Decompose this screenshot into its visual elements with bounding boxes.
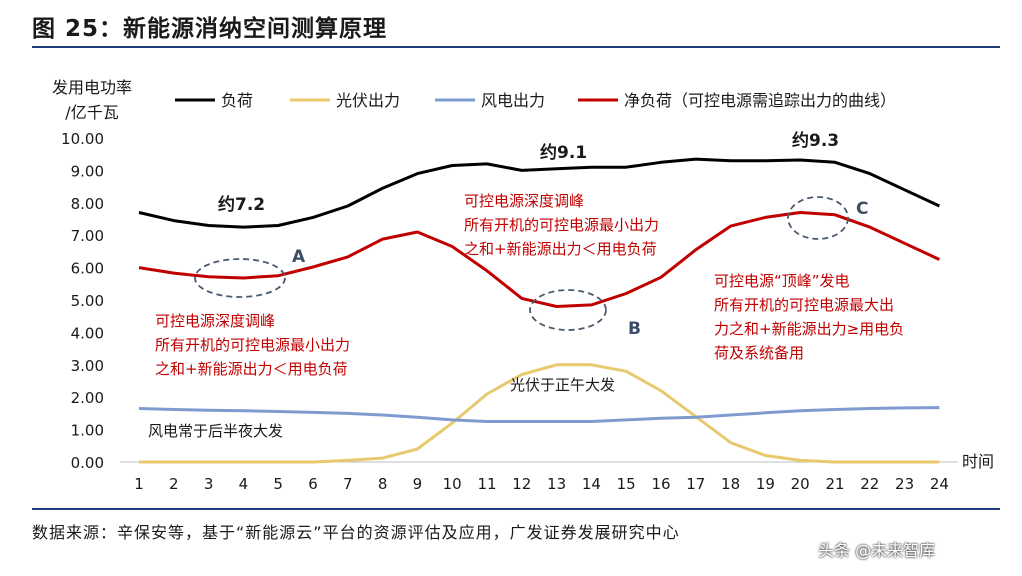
x-tick-label: 16 xyxy=(651,475,670,493)
y-tick-label: 6.00 xyxy=(71,260,104,278)
y-tick-label: 7.00 xyxy=(71,227,104,245)
x-tick-label: 7 xyxy=(343,475,353,493)
wind-line xyxy=(138,406,940,423)
approx-label-a: 约7.2 xyxy=(218,194,265,215)
y-tick-label: 4.00 xyxy=(71,324,104,342)
x-tick-label: 18 xyxy=(721,475,740,493)
note-right-line4: 荷及系统备用 xyxy=(714,344,804,362)
note-mid-line1: 可控电源深度调峰 xyxy=(464,192,584,210)
series-layer xyxy=(138,157,941,464)
x-tick-label: 10 xyxy=(443,475,462,493)
approx-label-b: 约9.1 xyxy=(540,142,587,163)
note-mid: 可控电源深度调峰 所有开机的可控电源最小出力 之和+新能源出力＜用电负荷 xyxy=(464,192,659,258)
approx-label-c: 约9.3 xyxy=(792,130,839,151)
title-divider xyxy=(32,46,1000,48)
note-left-line1: 可控电源深度调峰 xyxy=(155,312,275,330)
x-tick-label: 20 xyxy=(791,475,810,493)
x-axis-label: 时间 xyxy=(962,452,994,471)
note-right: 可控电源“顶峰”发电 所有开机的可控电源最大出 力之和+新能源出力≥用电负 荷及… xyxy=(714,272,904,362)
x-tick-label: 15 xyxy=(617,475,636,493)
region-b-ellipse xyxy=(529,289,607,331)
x-tick-label: 22 xyxy=(860,475,879,493)
x-tick-label: 12 xyxy=(512,475,531,493)
x-tick-label: 4 xyxy=(239,475,249,493)
x-tick-label: 11 xyxy=(477,475,496,493)
region-c-label: C xyxy=(856,199,868,219)
region-a-ellipse xyxy=(194,258,286,298)
region-b-label: B xyxy=(628,319,641,339)
source-note: 数据来源：辛保安等，基于“新能源云”平台的资源评估及应用，广发证券发展研究中心 xyxy=(32,523,680,542)
legend-label-load: 负荷 xyxy=(221,91,253,110)
y-tick-label: 8.00 xyxy=(71,195,104,213)
region-a-label: A xyxy=(292,247,306,267)
y-axis-label-line1: 发用电功率 xyxy=(52,78,132,97)
note-left: 可控电源深度调峰 所有开机的可控电源最小出力 之和+新能源出力＜用电负荷 xyxy=(155,312,350,378)
y-tick-label: 0.00 xyxy=(71,454,104,472)
x-tick-label: 13 xyxy=(547,475,566,493)
x-tick-label: 14 xyxy=(582,475,601,493)
x-tick-label: 23 xyxy=(895,475,914,493)
x-tick-label: 5 xyxy=(273,475,283,493)
y-axis: 0.00 1.00 2.00 3.00 4.00 5.00 6.00 7.00 8.00 9.00… xyxy=(61,130,104,472)
x-tick-label: 9 xyxy=(413,475,423,493)
note-right-line1: 可控电源“顶峰”发电 xyxy=(714,272,850,290)
chart: 发用电功率 /亿千瓦 负荷 光伏出力 风电出力 净负荷（可控电源需追踪出力的曲线… xyxy=(52,78,994,493)
figure-title: 图 25：新能源消纳空间测算原理 xyxy=(32,16,388,42)
x-tick-label: 6 xyxy=(308,475,318,493)
note-right-line2: 所有开机的可控电源最大出 xyxy=(714,296,894,314)
note-left-line3: 之和+新能源出力＜用电负荷 xyxy=(155,360,348,378)
note-mid-line2: 所有开机的可控电源最小出力 xyxy=(464,216,659,234)
x-tick-label: 2 xyxy=(169,475,179,493)
load-line xyxy=(138,157,941,229)
legend-label-net-load: 净负荷（可控电源需追踪出力的曲线） xyxy=(624,91,896,110)
pv-line xyxy=(139,363,940,464)
legend-label-wind: 风电出力 xyxy=(481,91,545,110)
note-wind: 风电常于后半夜大发 xyxy=(148,422,283,440)
note-right-line3: 力之和+新能源出力≥用电负 xyxy=(714,320,904,338)
legend: 负荷 光伏出力 风电出力 净负荷（可控电源需追踪出力的曲线） xyxy=(175,91,896,110)
x-tick-label: 17 xyxy=(686,475,705,493)
net-load-line xyxy=(138,211,941,308)
x-tick-label: 1 xyxy=(134,475,144,493)
y-tick-label: 1.00 xyxy=(71,422,104,440)
y-tick-label: 3.00 xyxy=(71,357,104,375)
note-left-line2: 所有开机的可控电源最小出力 xyxy=(155,336,350,354)
x-tick-label: 21 xyxy=(825,475,844,493)
legend-label-pv: 光伏出力 xyxy=(336,91,400,110)
watermark: 头条 @未来智库 xyxy=(818,541,936,560)
note-pv: 光伏于正午大发 xyxy=(510,376,615,394)
x-axis: 1 2 3 4 5 6 7 8 9 10 11 12 13 14 15 16 17 18 19 20 21 22 23 24 xyxy=(134,475,949,493)
y-tick-label: 9.00 xyxy=(71,162,104,180)
x-tick-label: 3 xyxy=(204,475,214,493)
region-c-ellipse xyxy=(787,196,849,240)
title-bar: 图 25：新能源消纳空间测算原理 xyxy=(0,0,1022,46)
y-tick-label: 2.00 xyxy=(71,389,104,407)
x-tick-label: 8 xyxy=(378,475,388,493)
x-tick-label: 19 xyxy=(756,475,775,493)
note-mid-line3: 之和+新能源出力＜用电负荷 xyxy=(464,240,657,258)
y-axis-label-line2: /亿千瓦 xyxy=(65,103,118,122)
footer-divider xyxy=(32,508,1000,510)
y-tick-label: 5.00 xyxy=(71,292,104,310)
x-tick-label: 24 xyxy=(930,475,949,493)
y-tick-label: 10.00 xyxy=(61,130,104,148)
